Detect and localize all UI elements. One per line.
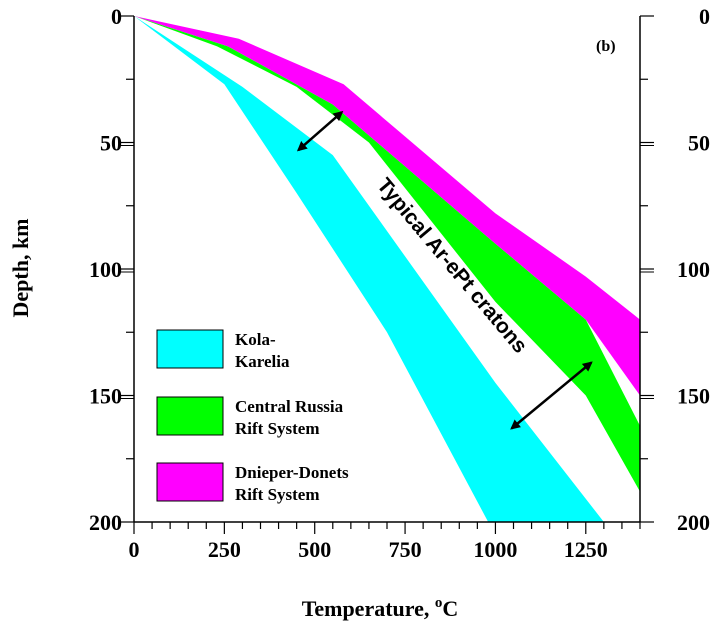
x-tick-label: 250 — [208, 537, 241, 562]
legend-label-dnieper: Dnieper-Donets — [235, 463, 349, 482]
annotation-arrow — [296, 110, 344, 152]
band-kola — [134, 16, 604, 522]
legend-swatch-central — [156, 396, 224, 436]
y-tick-label-left: 100 — [89, 257, 122, 282]
x-tick-label: 1000 — [473, 537, 517, 562]
x-tick-label: 0 — [129, 537, 140, 562]
legend-label-dnieper: Rift System — [235, 485, 320, 504]
y-axis-title: Depth, km — [8, 218, 33, 317]
legend-label-central: Rift System — [235, 419, 320, 438]
tick-labels-group: 0 250 500 750 1000 1250 0 0 50 50 100 100 150 150 200 2… — [89, 4, 710, 562]
y-tick-label-right: 0 — [699, 4, 710, 29]
y-tick-label-left: 50 — [100, 131, 122, 156]
legend-label-kola: Kola- — [235, 330, 276, 349]
x-tick-label: 500 — [298, 537, 331, 562]
x-axis-title-sup: o — [435, 595, 443, 611]
x-axis-title-unit: C — [442, 596, 458, 621]
y-tick-label-left: 200 — [89, 510, 122, 535]
axes-group — [120, 15, 654, 534]
bands-group — [134, 16, 640, 522]
legend-swatch-kola — [156, 329, 224, 369]
x-tick-label: 750 — [389, 537, 422, 562]
legend: Kola- Karelia Central Russia Rift System Dni… — [156, 329, 349, 504]
x-tick-label: 1250 — [564, 537, 608, 562]
legend-label-kola: Karelia — [235, 352, 290, 371]
legend-swatch-dnieper — [156, 462, 224, 502]
annotation-arrow — [510, 361, 593, 430]
panel-label: (b) — [596, 38, 616, 55]
y-tick-label-right: 150 — [677, 384, 710, 409]
legend-label-central: Central Russia — [235, 397, 344, 416]
y-tick-label-left: 150 — [89, 384, 122, 409]
y-tick-label-right: 100 — [677, 257, 710, 282]
x-axis-title-text: Temperature, — [302, 596, 435, 621]
x-axis-title: Temperature, oC — [302, 595, 459, 621]
y-tick-label-right: 50 — [688, 131, 710, 156]
y-tick-label-left: 0 — [111, 4, 122, 29]
y-tick-label-right: 200 — [677, 510, 710, 535]
